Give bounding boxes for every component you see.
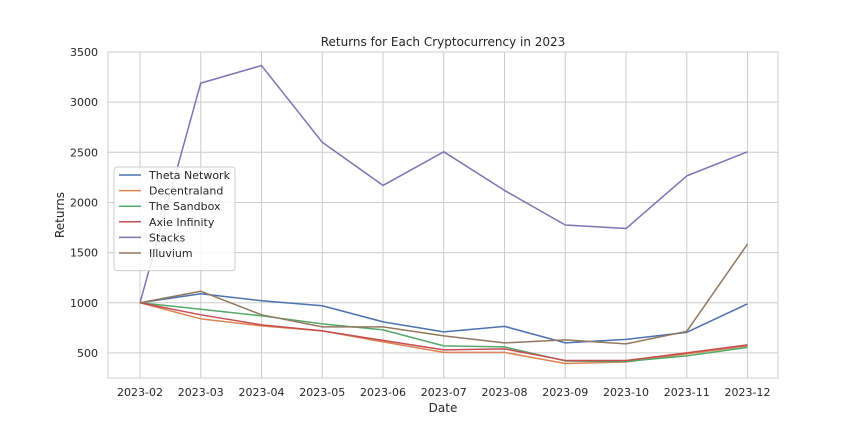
series-line-the-sandbox: [139, 302, 748, 363]
y-tick-label: 2500: [70, 146, 98, 159]
series-line-axie-infinity: [139, 302, 748, 362]
x-tick-label: 2023-08: [482, 386, 528, 399]
y-tick-labels: 500 1000 1500 2000 2500 3000 3500: [70, 46, 98, 360]
series-line-illuvium: [139, 243, 749, 345]
x-tick-label: 2023-04: [239, 386, 285, 399]
series-lines: [139, 64, 749, 365]
x-tick-label: 2023-06: [360, 386, 406, 399]
legend-label-theta-network: Theta Network: [148, 169, 231, 182]
x-tick-label: 2023-09: [542, 386, 588, 399]
plot-frame: [107, 51, 779, 379]
y-tick-label: 500: [77, 347, 98, 360]
legend-label-stacks: Stacks: [149, 231, 185, 244]
x-tick-label: 2023-02: [117, 386, 163, 399]
legend: Theta Network Decentraland The Sandbox Axie…: [113, 166, 236, 272]
x-tick-label: 2023-03: [178, 386, 224, 399]
legend-label-decentraland: Decentraland: [149, 185, 223, 198]
x-tick-label: 2023-12: [725, 386, 771, 399]
y-tick-label: 1500: [70, 247, 98, 260]
series-line-theta-network: [139, 292, 748, 344]
legend-label-illuvium: Illuvium: [149, 247, 193, 260]
y-tick-label: 3500: [70, 46, 98, 59]
grid-lines: [108, 51, 778, 378]
x-tick-label: 2023-10: [603, 386, 649, 399]
x-axis-title: Date: [429, 401, 458, 415]
legend-label-axie-infinity: Axie Infinity: [149, 216, 215, 229]
x-tick-label: 2023-07: [421, 386, 467, 399]
x-tick-label: 2023-11: [664, 386, 710, 399]
chart-title: Returns for Each Cryptocurrency in 2023: [321, 35, 566, 49]
x-tick-label: 2023-05: [299, 386, 345, 399]
x-tick-labels: 2023-02 2023-03 2023-04 2023-05 2023-06 2023-…: [117, 386, 770, 399]
y-tick-label: 2000: [70, 196, 98, 209]
legend-label-the-sandbox: The Sandbox: [148, 200, 221, 213]
series-line-stacks: [139, 64, 748, 303]
y-tick-label: 1000: [70, 297, 98, 310]
y-axis-title: Returns: [53, 192, 67, 238]
legend-box: [113, 166, 236, 272]
y-tick-label: 3000: [70, 96, 98, 109]
